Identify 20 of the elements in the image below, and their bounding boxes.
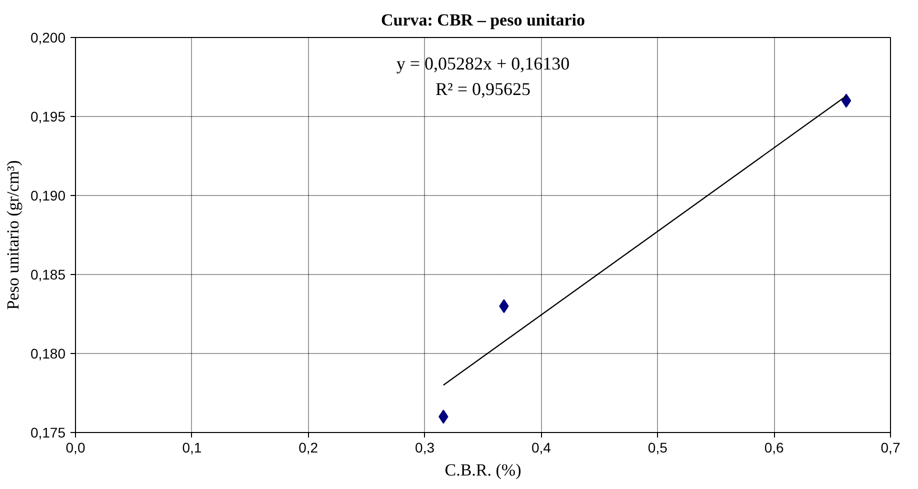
x-tick-label: 0,3: [415, 440, 435, 456]
x-tick-label: 0,6: [764, 440, 784, 456]
x-tick-label: 0,7: [880, 440, 900, 456]
annotation: R² = 0,95625: [435, 78, 531, 99]
x-tick-label: 0,1: [182, 440, 202, 456]
y-axis-title: Peso unitario (gr/cm³): [3, 160, 22, 310]
y-tick-label: 0,185: [30, 266, 66, 282]
y-tick-label: 0,190: [30, 188, 66, 204]
annotation: y = 0,05282x + 0,16130: [396, 53, 570, 74]
x-tick-label: 0,2: [298, 440, 318, 456]
x-axis-title: C.B.R. (%): [444, 460, 522, 480]
y-tick-label: 0,175: [30, 424, 66, 440]
y-tick-label: 0,200: [30, 30, 66, 46]
y-tick-label: 0,195: [30, 108, 66, 124]
x-tick-label: 0,4: [531, 440, 552, 456]
y-tick-label: 0,180: [30, 346, 66, 362]
x-tick-label: 0,5: [648, 440, 668, 456]
x-tick-label: 0,0: [66, 440, 86, 456]
chart-title: Curva: CBR – peso unitario: [380, 10, 586, 30]
point: [841, 94, 852, 108]
